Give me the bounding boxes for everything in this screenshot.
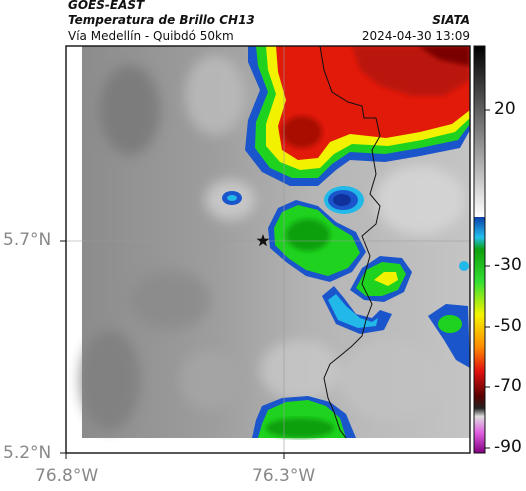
storm-cell-east-edge bbox=[428, 261, 470, 368]
satellite-title: GOES-EAST bbox=[68, 0, 145, 12]
colorbar-tick-20: 20 bbox=[494, 99, 516, 119]
map-frame bbox=[65, 45, 471, 454]
colorbar-tick-minus90: -90 bbox=[494, 437, 522, 457]
storm-cell-south bbox=[252, 396, 356, 438]
datetime-label: 2024-04-30 13:09 bbox=[361, 29, 470, 43]
storm-cell-east-small bbox=[324, 186, 364, 214]
region-subtitle: Vía Medellín - Quibdó 50km bbox=[68, 29, 234, 43]
colorbar-tick-minus50: -50 bbox=[494, 316, 522, 336]
colorbar-tick-minus70: -70 bbox=[494, 376, 522, 396]
lat-tick-5-7: 5.7°N bbox=[3, 230, 52, 250]
border-line bbox=[319, 46, 381, 439]
lat-tick-5-2: 5.2°N bbox=[3, 443, 52, 463]
agency-label: SIATA bbox=[432, 13, 470, 27]
product-title: Temperatura de Brillo CH13 bbox=[68, 13, 255, 27]
storm-cell-north bbox=[245, 46, 470, 186]
colorbar bbox=[473, 45, 486, 454]
storm-band-south bbox=[322, 286, 392, 334]
star-icon bbox=[256, 234, 270, 247]
lon-tick-76-8: 76.8°W bbox=[35, 466, 99, 486]
colorbar-tick-minus30: -30 bbox=[494, 255, 522, 275]
lon-tick-76-3: 76.3°W bbox=[252, 466, 316, 486]
